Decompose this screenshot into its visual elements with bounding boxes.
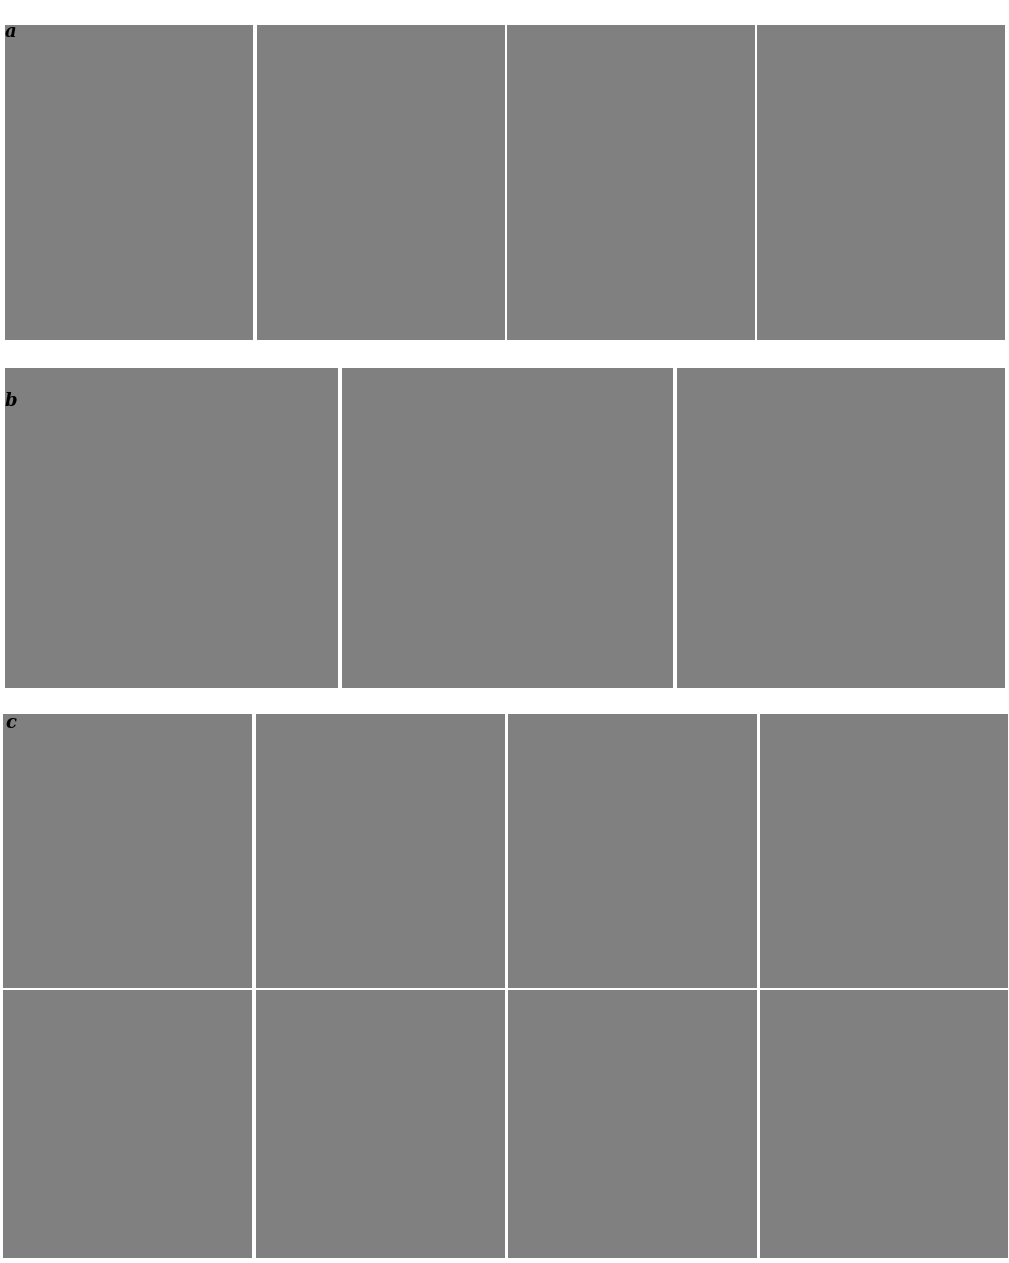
Text: a: a [5,23,17,40]
Text: c: c [5,714,16,731]
Text: b: b [5,392,18,409]
